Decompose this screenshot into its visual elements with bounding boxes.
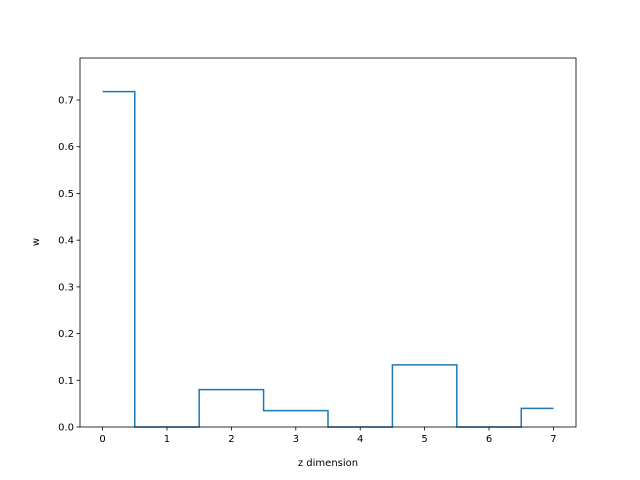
x-tick-label: 4 [357, 434, 363, 445]
y-tick-label: 0.5 [58, 189, 74, 200]
y-axis-ticks: 0.0 0.1 0.2 0.3 0.4 0.5 0.6 0.7 [58, 96, 80, 434]
y-tick-label: 0.3 [58, 282, 74, 293]
y-tick-label: 0.7 [58, 96, 74, 107]
y-tick-label: 0.1 [58, 376, 74, 387]
x-tick-label: 3 [293, 434, 299, 445]
x-tick-label: 0 [99, 434, 105, 445]
x-tick-label: 6 [486, 434, 492, 445]
x-tick-label: 1 [164, 434, 170, 445]
plot-frame [79, 57, 577, 428]
y-tick-label: 0.2 [58, 329, 74, 340]
y-tick-label: 0.4 [58, 236, 74, 247]
x-tick-label: 2 [228, 434, 234, 445]
x-axis-label: z dimension [298, 458, 358, 469]
plot-area [80, 58, 576, 427]
y-tick-label: 0.6 [58, 142, 74, 153]
x-tick-label: 5 [421, 434, 427, 445]
y-axis-label: w [31, 238, 42, 246]
y-tick-label: 0.0 [58, 423, 74, 434]
x-tick-label: 7 [550, 434, 556, 445]
